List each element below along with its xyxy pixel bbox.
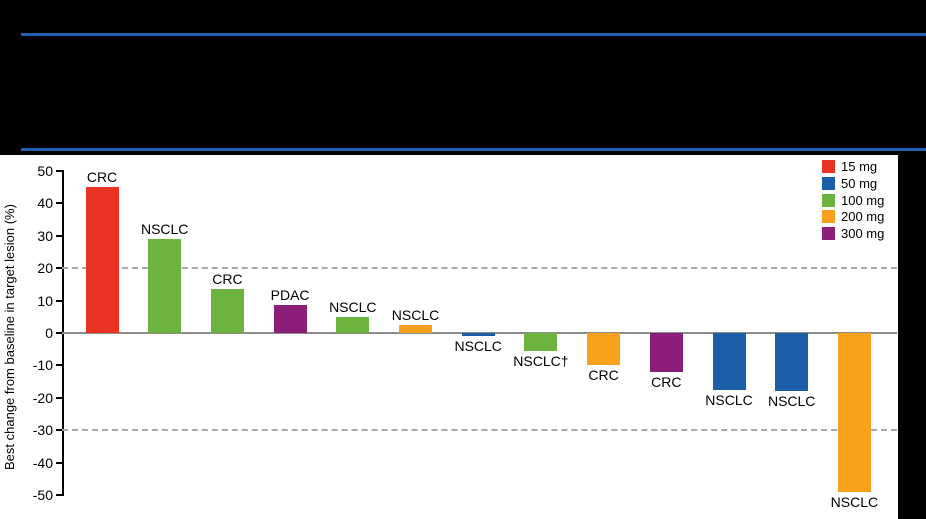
bar — [399, 324, 432, 333]
reference-line — [62, 267, 897, 270]
bar-label: CRC — [86, 169, 118, 186]
bar-label: NSCLC — [329, 298, 377, 315]
legend-label: 50 mg — [841, 175, 878, 191]
bar — [712, 333, 746, 390]
redacted-header — [0, 0, 926, 155]
legend-swatch-icon — [822, 160, 835, 173]
y-tick-label: 10 — [37, 292, 53, 309]
bar-label: NSCLC — [767, 393, 816, 410]
legend-swatch-icon — [822, 227, 835, 241]
bar-label: CRC — [588, 367, 619, 384]
bar-label: CRC — [212, 271, 243, 288]
y-tick-label: 40 — [37, 195, 53, 212]
bar-label: PDAC — [270, 287, 310, 304]
y-tick — [56, 429, 62, 432]
y-tick — [56, 267, 62, 270]
y-tick-label: -30 — [32, 422, 53, 439]
y-tick — [56, 396, 62, 399]
header-rule-top — [21, 33, 926, 36]
y-tick — [56, 364, 62, 367]
bar-label: NSCLC — [705, 391, 753, 408]
y-tick — [56, 332, 62, 334]
bar-label: NSCLC — [140, 221, 189, 238]
bar — [273, 305, 307, 333]
y-tick — [56, 299, 62, 302]
y-tick — [56, 234, 62, 237]
y-tick-label: 20 — [37, 260, 53, 277]
y-tick-label: 50 — [37, 163, 53, 179]
bar — [148, 239, 182, 333]
y-tick-label: -10 — [32, 357, 53, 374]
y-tick — [56, 461, 62, 464]
waterfall-chart: Best change from baseline in target lesi… — [0, 155, 898, 519]
legend-label: 200 mg — [841, 209, 885, 225]
legend-label: 100 mg — [841, 192, 885, 208]
y-tick-label: -20 — [32, 389, 53, 406]
bar-label: NSCLC† — [513, 352, 569, 369]
y-tick-label: 0 — [45, 325, 53, 341]
y-tick-label: 30 — [37, 227, 53, 244]
legend-label: 15 mg — [841, 159, 878, 174]
legend-swatch-icon — [822, 210, 835, 224]
bar — [210, 289, 244, 333]
legend-label: 300 mg — [841, 226, 885, 242]
bar — [775, 333, 809, 392]
legend-swatch-icon — [822, 176, 835, 190]
bar — [524, 333, 558, 351]
bar — [461, 333, 495, 337]
y-tick-label: -50 — [32, 487, 53, 503]
bar — [336, 316, 370, 333]
bar — [837, 333, 871, 492]
header-rule-bottom — [21, 148, 926, 151]
bar-label: NSCLC — [391, 306, 440, 323]
y-tick-label: -40 — [32, 454, 53, 471]
bar-label: NSCLC — [830, 493, 879, 510]
bar — [587, 333, 621, 366]
right-black-mask — [898, 155, 926, 519]
bar — [649, 333, 683, 372]
y-tick — [56, 202, 62, 205]
bar — [85, 187, 119, 333]
y-tick — [56, 170, 62, 172]
y-tick — [56, 494, 62, 496]
reference-line — [62, 429, 897, 432]
legend-swatch-icon — [822, 193, 835, 207]
bar-label: CRC — [651, 373, 682, 390]
bar-label: NSCLC — [454, 338, 502, 355]
